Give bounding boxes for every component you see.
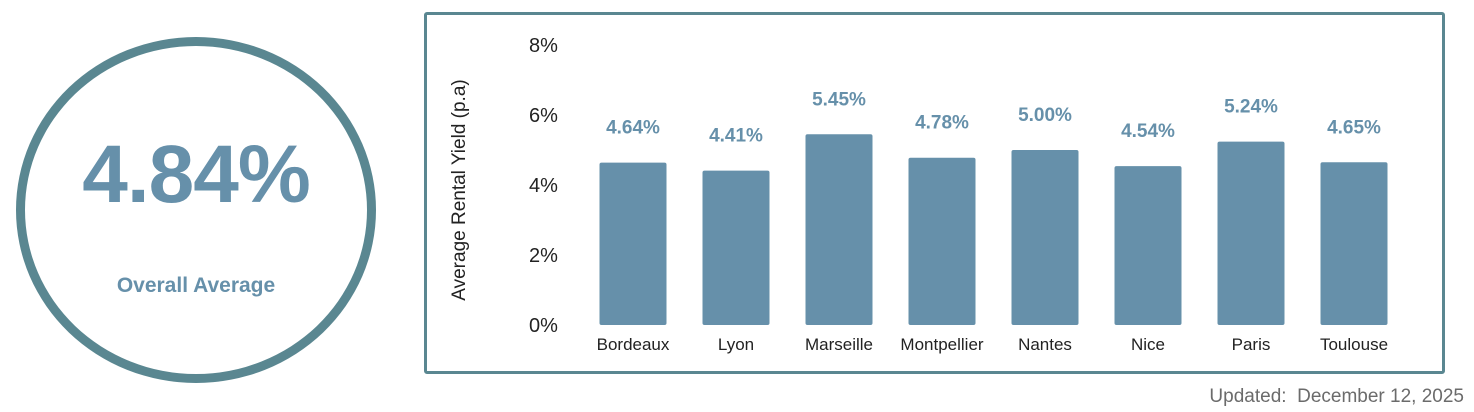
data-label: 5.00%	[1018, 105, 1072, 126]
rental-yield-bar-chart: Average Rental Yield (p.a) 0% 2% 4% 6% 8% 4.…	[449, 35, 1388, 354]
x-tick-label: Nice	[1131, 335, 1165, 354]
updated-date: December 12, 2025	[1297, 386, 1464, 407]
y-axis-ticks: 0% 2% 4% 6% 8%	[529, 35, 558, 337]
overall-average-value: 4.84%	[82, 129, 311, 220]
rental-yield-chart-panel: Average Rental Yield (p.a) 0% 2% 4% 6% 8% 4.…	[424, 12, 1445, 374]
y-tick-label: 4%	[529, 175, 558, 197]
y-tick-label: 0%	[529, 315, 558, 337]
y-tick-label: 2%	[529, 245, 558, 267]
data-label: 4.65%	[1327, 117, 1381, 138]
data-label: 4.54%	[1121, 121, 1175, 142]
bar	[805, 134, 873, 325]
x-tick-label: Bordeaux	[597, 335, 670, 354]
x-tick-label: Montpellier	[900, 335, 983, 354]
y-tick-label: 6%	[529, 105, 558, 127]
value-labels-group: 4.64% 4.41% 5.45% 4.78% 5.00% 4.54% 5.24% 4.65%	[606, 89, 1381, 146]
bar	[1011, 150, 1079, 325]
x-tick-label: Marseille	[805, 335, 873, 354]
bar	[1320, 162, 1388, 325]
y-axis-label: Average Rental Yield (p.a)	[449, 79, 470, 300]
x-tick-label: Toulouse	[1320, 335, 1388, 354]
data-label: 4.41%	[709, 126, 763, 147]
x-axis-ticks: Bordeaux Lyon Marseille Montpellier Nantes Ni…	[597, 335, 1388, 354]
bar	[1217, 141, 1285, 325]
bars-group	[599, 134, 1388, 325]
data-label: 5.24%	[1224, 97, 1278, 118]
overall-average-circle: 4.84% Overall Average	[16, 37, 376, 383]
data-label: 4.78%	[915, 113, 969, 134]
y-axis-label-group: Average Rental Yield (p.a)	[449, 79, 470, 300]
bar	[702, 170, 770, 325]
x-tick-label: Lyon	[718, 335, 754, 354]
y-tick-label: 8%	[529, 35, 558, 57]
updated-label: Updated:	[1209, 386, 1287, 407]
overall-average-label: Overall Average	[116, 274, 276, 297]
bar	[1114, 166, 1182, 325]
x-tick-label: Paris	[1232, 335, 1271, 354]
x-tick-label: Nantes	[1018, 335, 1072, 354]
bar	[908, 157, 976, 325]
data-label: 4.64%	[606, 118, 660, 139]
data-label: 5.45%	[812, 89, 866, 110]
updated-timestamp: Updated: December 12, 2025	[1209, 386, 1464, 408]
bar	[599, 162, 667, 325]
